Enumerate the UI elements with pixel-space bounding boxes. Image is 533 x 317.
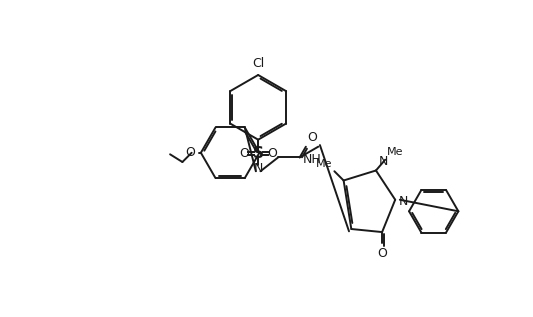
Text: Me: Me: [387, 147, 403, 157]
Text: S: S: [253, 146, 264, 161]
Text: O: O: [267, 147, 277, 160]
Text: NH: NH: [303, 153, 321, 166]
Text: O: O: [185, 146, 195, 159]
Text: N: N: [378, 155, 387, 168]
Text: O: O: [239, 147, 249, 160]
Text: Me: Me: [317, 159, 333, 169]
Text: N: N: [398, 195, 408, 208]
Text: O: O: [308, 131, 317, 144]
Text: O: O: [377, 248, 387, 261]
Text: Cl: Cl: [252, 57, 264, 70]
Text: N: N: [254, 162, 263, 175]
